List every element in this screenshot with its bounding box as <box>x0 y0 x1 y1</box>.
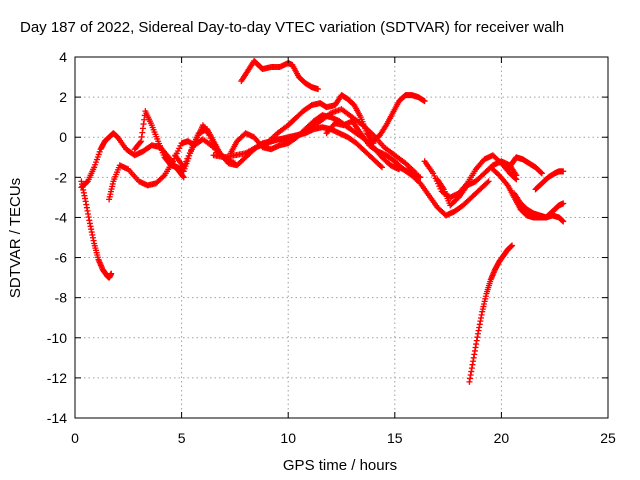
data-point <box>315 86 322 93</box>
data-point <box>180 164 187 171</box>
series-arc-15 <box>466 242 516 385</box>
data-point <box>417 174 424 181</box>
series-arc-17 <box>504 154 545 177</box>
y-tick-label: -4 <box>55 209 68 225</box>
data-point <box>179 173 186 180</box>
data-point <box>137 139 144 146</box>
data-point <box>513 172 520 179</box>
data-point <box>560 200 567 207</box>
data-point <box>183 158 190 165</box>
y-tick-label: 0 <box>59 129 67 145</box>
y-tick-label: -6 <box>55 250 68 266</box>
y-tick-label: 4 <box>59 49 67 65</box>
series-arc-12 <box>391 162 492 219</box>
data-point <box>485 178 492 185</box>
data-point <box>108 270 115 277</box>
plot-frame <box>74 56 609 419</box>
data-point <box>160 173 167 180</box>
x-tick-label: 20 <box>494 430 510 446</box>
data-point <box>509 242 516 249</box>
data-point <box>181 161 188 168</box>
x-axis-label: GPS time / hours <box>283 457 397 474</box>
series-arc-8 <box>238 58 322 93</box>
data-point <box>537 169 544 176</box>
data-point <box>560 168 567 175</box>
x-tick-label: 25 <box>600 430 616 446</box>
x-tick-label: 5 <box>178 430 186 446</box>
x-tick-label: 10 <box>280 430 296 446</box>
y-tick-label: -10 <box>47 330 67 346</box>
data-point <box>379 164 386 171</box>
chart-title: Day 187 of 2022, Sidereal Day-to-day VTE… <box>20 19 564 36</box>
data-point <box>377 163 384 170</box>
y-tick-label: -8 <box>55 290 68 306</box>
y-tick-labels: -14 -12 -10 -8 -6 -4 -2 0 2 4 <box>47 49 67 426</box>
data-point <box>421 98 428 105</box>
x-tick-labels: 0 5 10 15 20 25 <box>71 430 616 446</box>
y-tick-label: -14 <box>47 410 67 426</box>
series-arc-11 <box>370 92 428 145</box>
data-marks <box>78 58 567 385</box>
data-point <box>180 174 187 181</box>
series-arc-13 <box>421 152 520 201</box>
x-tick-label: 15 <box>387 430 403 446</box>
series-arc-2 <box>78 130 187 191</box>
series-arc-18 <box>511 190 567 221</box>
data-point <box>184 155 191 162</box>
y-tick-label: -12 <box>47 370 67 386</box>
y-tick-label: -2 <box>55 169 68 185</box>
data-point <box>186 149 193 156</box>
y-axis-label: SDTVAR / TECUs <box>7 178 24 298</box>
data-point <box>484 179 491 186</box>
data-point <box>188 147 195 154</box>
data-point <box>538 170 545 177</box>
series-arc-19 <box>532 168 567 193</box>
data-point <box>560 218 567 225</box>
data-point <box>185 152 192 159</box>
y-tick-label: 2 <box>59 89 67 105</box>
x-tick-label: 0 <box>71 430 79 446</box>
